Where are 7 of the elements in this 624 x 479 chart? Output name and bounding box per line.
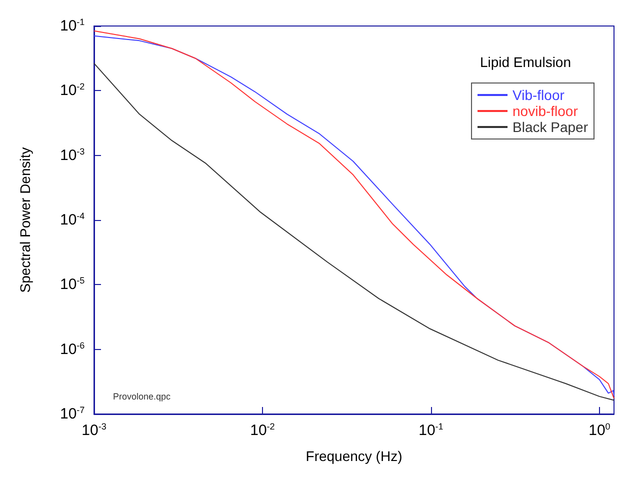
legend-label: novib-floor — [512, 103, 578, 119]
y-axis-title: Spectral Power Density — [17, 147, 33, 293]
legend-label: Vib-floor — [512, 87, 565, 103]
x-axis-title: Frequency (Hz) — [306, 448, 402, 464]
annotation: Provolone.qpc — [113, 392, 172, 402]
text: Lipid Emulsion — [480, 54, 572, 70]
legend-label: Black Paper — [512, 119, 588, 135]
